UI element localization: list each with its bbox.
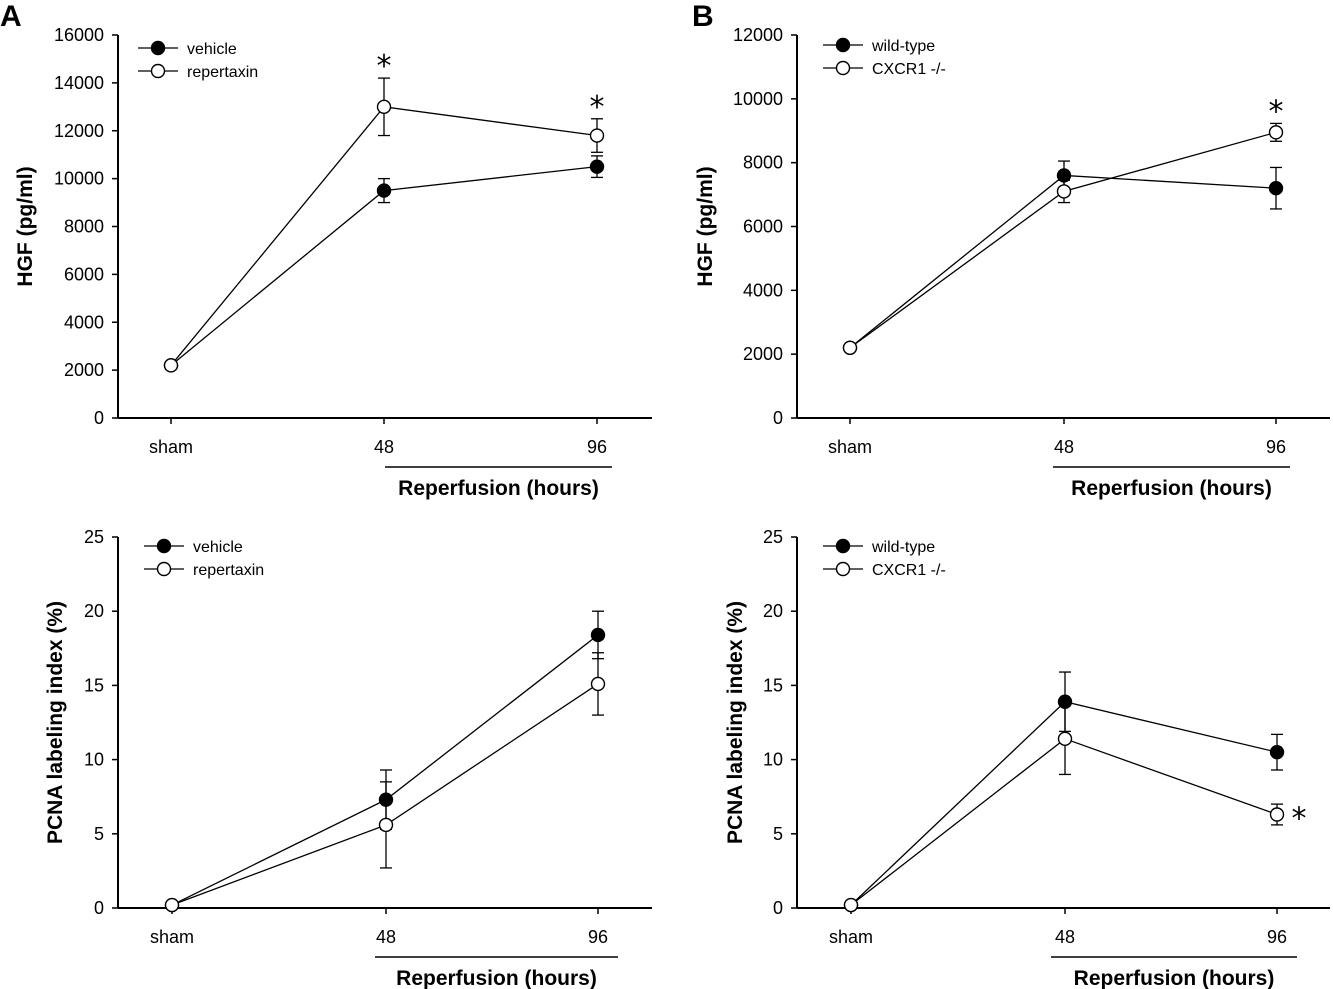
chart1-y-axis-title: HGF (pg/ml) [694, 166, 717, 286]
chart3-x-group-label: Reperfusion (hours) [1074, 967, 1275, 989]
chart1-series-0-line [849, 174, 1277, 349]
panel-label-a: A [0, 0, 22, 33]
panel-label-b: B [692, 0, 714, 33]
chart2-x-tick-label: sham [150, 927, 194, 947]
chart1-legend-marker [835, 60, 851, 76]
chart1-series-0-point [1268, 180, 1284, 196]
chart3-y-tick-label: 20 [763, 601, 783, 621]
chart1-x-tick-label: 96 [1266, 437, 1286, 457]
chart3-series-0-point [1057, 694, 1073, 709]
chart2-series-1-point [164, 897, 180, 913]
chart0-x-group-label: Reperfusion (hours) [398, 477, 599, 500]
chart0-legend-marker [150, 63, 166, 79]
chart0-y-tick-label: 0 [94, 408, 104, 428]
chart0-y-tick-label: 14000 [54, 73, 104, 93]
chart1-legend-marker [835, 37, 851, 53]
chart1-y-tick-label: 2000 [743, 344, 783, 364]
chart3-legend-label: wild-type [871, 539, 935, 556]
chart3-y-tick-label: 25 [763, 527, 783, 547]
chart2-series-1-point [590, 676, 606, 692]
chart3-y-tick-label: 15 [763, 675, 783, 695]
chart2-y-tick-label: 25 [84, 527, 104, 547]
chart0-series-0-point [589, 159, 605, 174]
chart1-series-1-line [849, 131, 1277, 349]
chart1-series-0-point [1056, 168, 1072, 183]
chart3-x-tick-label: 48 [1055, 927, 1075, 947]
chart3-y-tick-label: 10 [763, 750, 783, 770]
chart1-y-tick-label: 8000 [743, 153, 783, 173]
chart0-y-tick-label: 16000 [54, 25, 104, 45]
chart0-legend-label: repertaxin [187, 64, 258, 81]
chart2-legend-marker [156, 561, 172, 577]
chart1-series-1-point [842, 340, 858, 355]
chart2-x-tick-label: 48 [376, 927, 396, 947]
chart3-series-1-line [850, 738, 1278, 906]
chart3-series-1-point [843, 897, 859, 913]
chart0-y-axis-title: HGF (pg/ml) [14, 166, 37, 286]
chart0-y-tick-label: 2000 [64, 360, 104, 380]
chart2-y-tick-label: 15 [84, 675, 104, 695]
chart1-y-tick-label: 0 [773, 408, 783, 428]
chart3-x-tick-label: 96 [1267, 927, 1287, 947]
chart3-series-0-point [1269, 744, 1285, 760]
chart1-y-tick-label: 12000 [733, 25, 783, 45]
chart2-series-1-point [378, 817, 394, 833]
chart2-y-axis-title: PCNA labeling index (%) [44, 601, 67, 844]
chart1-legend-label: CXCR1 -/- [872, 61, 946, 78]
chart1-significance-star: * [1269, 94, 1284, 129]
chart3-legend-label: CXCR1 -/- [872, 562, 946, 579]
chart2-y-tick-label: 0 [94, 898, 104, 918]
chart0-y-tick-label: 6000 [64, 264, 104, 284]
chart2-y-tick-label: 20 [84, 601, 104, 621]
chart0-legend-label: vehicle [187, 41, 237, 58]
chart3-y-axis-title: PCNA labeling index (%) [724, 601, 747, 844]
chart3-significance-star: * [1292, 802, 1307, 837]
chart1-x-tick-label: sham [828, 437, 872, 457]
chart0-series-1-point [376, 99, 392, 115]
chart1-y-tick-label: 10000 [733, 89, 783, 109]
chart0-series-1-point [163, 358, 179, 373]
chart1-y-tick-label: 6000 [743, 217, 783, 237]
chart3-series-1-point [1269, 807, 1285, 822]
chart2-legend-label: vehicle [193, 539, 243, 556]
chart3-legend-marker [835, 538, 851, 554]
chart3-y-tick-label: 0 [773, 898, 783, 918]
chart1-x-group-label: Reperfusion (hours) [1071, 477, 1272, 500]
chart2-y-tick-label: 5 [94, 824, 104, 844]
chart0-series-1-line [170, 106, 598, 366]
chart3-y-tick-label: 5 [773, 824, 783, 844]
chart0-x-tick-label: 48 [374, 437, 394, 457]
chart0-legend-marker [150, 40, 166, 56]
chart0-y-tick-label: 4000 [64, 312, 104, 332]
chart0-y-tick-label: 8000 [64, 217, 104, 237]
chart0-significance-star: * [590, 90, 605, 125]
chart1-y-tick-label: 4000 [743, 280, 783, 300]
chart0-y-tick-label: 12000 [54, 121, 104, 141]
chart1-series-1-point [1268, 125, 1284, 140]
chart1-x-tick-label: 48 [1054, 437, 1074, 457]
chart1-series-1-point [1056, 184, 1072, 199]
chart1-legend-label: wild-type [871, 38, 935, 55]
chart2-y-tick-label: 10 [84, 750, 104, 770]
chart3-series-1-point [1057, 731, 1073, 747]
chart2-legend-marker [156, 538, 172, 554]
chart2-x-group-label: Reperfusion (hours) [396, 967, 597, 989]
chart0-y-tick-label: 10000 [54, 169, 104, 189]
chart2-x-tick-label: 96 [588, 927, 608, 947]
chart3-legend-marker [835, 561, 851, 577]
chart0-significance-star: * [377, 49, 392, 84]
chart2-series-0-point [590, 627, 606, 643]
chart2-series-0-point [378, 792, 394, 807]
chart3-x-tick-label: sham [829, 927, 873, 947]
chart0-x-tick-label: 96 [587, 437, 607, 457]
chart0-series-0-point [376, 183, 392, 198]
chart0-series-1-point [589, 128, 605, 143]
chart0-x-tick-label: sham [149, 437, 193, 457]
chart2-legend-label: repertaxin [193, 562, 264, 579]
